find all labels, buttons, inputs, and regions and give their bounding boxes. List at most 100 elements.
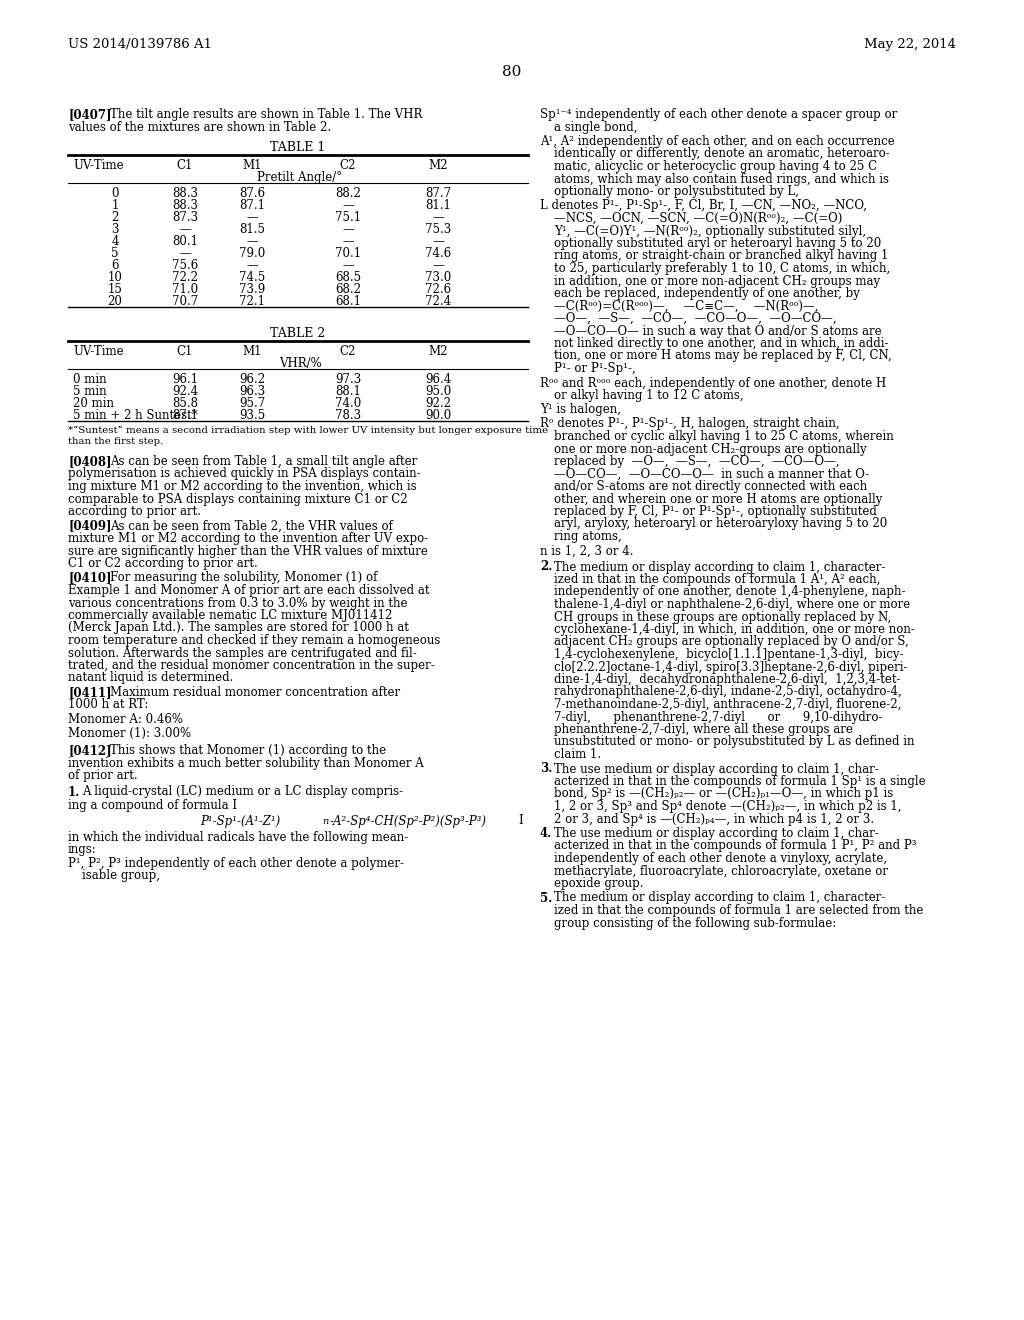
Text: 75.3: 75.3 [425, 223, 452, 236]
Text: P¹- or P¹-Sp¹-,: P¹- or P¹-Sp¹-, [554, 362, 636, 375]
Text: M2: M2 [428, 158, 447, 172]
Text: 5: 5 [112, 247, 119, 260]
Text: Example 1 and Monomer A of prior art are each dissolved at: Example 1 and Monomer A of prior art are… [68, 583, 429, 597]
Text: group consisting of the following sub-formulae:: group consisting of the following sub-fo… [554, 916, 837, 929]
Text: 1, 2 or 3, Sp³ and Sp⁴ denote —(CH₂)ₚ₂—, in which p2 is 1,: 1, 2 or 3, Sp³ and Sp⁴ denote —(CH₂)ₚ₂—,… [554, 800, 901, 813]
Text: 87.6: 87.6 [239, 187, 265, 201]
Text: clo[2.2.2]octane-1,4-diyl, spiro[3.3]heptane-2,6-diyl, piperi-: clo[2.2.2]octane-1,4-diyl, spiro[3.3]hep… [554, 660, 907, 673]
Text: or alkyl having 1 to 12 C atoms,: or alkyl having 1 to 12 C atoms, [554, 389, 743, 403]
Text: —: — [342, 259, 354, 272]
Text: 72.4: 72.4 [425, 294, 451, 308]
Text: independently of one another, denote 1,4-phenylene, naph-: independently of one another, denote 1,4… [554, 586, 905, 598]
Text: VHR/%: VHR/% [279, 356, 322, 370]
Text: —: — [432, 259, 443, 272]
Text: 78.3: 78.3 [335, 409, 361, 422]
Text: 93.5: 93.5 [239, 409, 265, 422]
Text: 75.1: 75.1 [335, 211, 361, 224]
Text: US 2014/0139786 A1: US 2014/0139786 A1 [68, 38, 212, 51]
Text: ing a compound of formula I: ing a compound of formula I [68, 799, 238, 812]
Text: 15: 15 [108, 282, 123, 296]
Text: I: I [518, 814, 523, 828]
Text: —NCS, —OCN, —SCN, —C(=O)N(Rᵒᵒ)₂, —C(=O): —NCS, —OCN, —SCN, —C(=O)N(Rᵒᵒ)₂, —C(=O) [554, 213, 843, 224]
Text: 2.: 2. [540, 561, 552, 573]
Text: sure are significantly higher than the VHR values of mixture: sure are significantly higher than the V… [68, 544, 428, 557]
Text: 4.: 4. [540, 828, 552, 840]
Text: 10: 10 [108, 271, 123, 284]
Text: 2 or 3, and Sp⁴ is —(CH₂)ₚ₄—, in which p4 is 1, 2 or 3.: 2 or 3, and Sp⁴ is —(CH₂)ₚ₄—, in which p… [554, 813, 874, 825]
Text: M1: M1 [243, 345, 262, 358]
Text: C2: C2 [340, 158, 356, 172]
Text: Monomer (1): 3.00%: Monomer (1): 3.00% [68, 727, 191, 741]
Text: each be replaced, independently of one another, by: each be replaced, independently of one a… [554, 286, 860, 300]
Text: and/or S-atoms are not directly connected with each: and/or S-atoms are not directly connecte… [554, 480, 867, 492]
Text: Rᵒ denotes P¹-, P¹-Sp¹-, H, halogen, straight chain,: Rᵒ denotes P¹-, P¹-Sp¹-, H, halogen, str… [540, 417, 840, 430]
Text: other, and wherein one or more H atoms are optionally: other, and wherein one or more H atoms a… [554, 492, 883, 506]
Text: 97.3: 97.3 [335, 374, 361, 385]
Text: 74.0: 74.0 [335, 397, 361, 411]
Text: 96.3: 96.3 [239, 385, 265, 399]
Text: 90.0: 90.0 [425, 409, 452, 422]
Text: 0: 0 [112, 187, 119, 201]
Text: 1.: 1. [68, 785, 80, 799]
Text: Maximum residual monomer concentration after: Maximum residual monomer concentration a… [110, 686, 400, 700]
Text: 72.1: 72.1 [239, 294, 265, 308]
Text: —: — [342, 199, 354, 213]
Text: 5.: 5. [540, 891, 552, 904]
Text: Y¹, —C(=O)Y¹, —N(Rᵒᵒ)₂, optionally substituted silyl,: Y¹, —C(=O)Y¹, —N(Rᵒᵒ)₂, optionally subst… [554, 224, 866, 238]
Text: according to prior art.: according to prior art. [68, 506, 201, 517]
Text: [0412]: [0412] [68, 744, 112, 756]
Text: 5 min + 2 h Suntest*: 5 min + 2 h Suntest* [73, 409, 198, 422]
Text: commercially available nematic LC mixture MJ011412: commercially available nematic LC mixtur… [68, 609, 392, 622]
Text: 68.5: 68.5 [335, 271, 361, 284]
Text: isable group,: isable group, [82, 870, 160, 883]
Text: L denotes P¹-, P¹-Sp¹-, F, Cl, Br, I, —CN, —NO₂, —NCO,: L denotes P¹-, P¹-Sp¹-, F, Cl, Br, I, —C… [540, 199, 867, 213]
Text: replaced by  —O—,  —S—,  —CO—,  —CO—O—,: replaced by —O—, —S—, —CO—, —CO—O—, [554, 455, 840, 469]
Text: ized in that the compounds of formula 1 are selected from the: ized in that the compounds of formula 1 … [554, 904, 924, 917]
Text: C1: C1 [177, 158, 194, 172]
Text: Monomer A: 0.46%: Monomer A: 0.46% [68, 713, 183, 726]
Text: May 22, 2014: May 22, 2014 [864, 38, 956, 51]
Text: 96.2: 96.2 [239, 374, 265, 385]
Text: matic, alicyclic or heterocyclic group having 4 to 25 C: matic, alicyclic or heterocyclic group h… [554, 160, 878, 173]
Text: TABLE 1: TABLE 1 [270, 141, 326, 154]
Text: various concentrations from 0.3 to 3.0% by weight in the: various concentrations from 0.3 to 3.0% … [68, 597, 408, 610]
Text: unsubstituted or mono- or polysubstituted by L as defined in: unsubstituted or mono- or polysubstitute… [554, 735, 914, 748]
Text: 74.5: 74.5 [239, 271, 265, 284]
Text: The use medium or display according to claim 1, char-: The use medium or display according to c… [554, 763, 879, 776]
Text: one or more non-adjacent CH₂-groups are optionally: one or more non-adjacent CH₂-groups are … [554, 442, 866, 455]
Text: thalene-1,4-diyl or naphthalene-2,6-diyl, where one or more: thalene-1,4-diyl or naphthalene-2,6-diyl… [554, 598, 910, 611]
Text: ing mixture M1 or M2 according to the invention, which is: ing mixture M1 or M2 according to the in… [68, 480, 417, 492]
Text: optionally mono- or polysubstituted by L,: optionally mono- or polysubstituted by L… [554, 185, 799, 198]
Text: —: — [246, 259, 258, 272]
Text: Rᵒᵒ and Rᵒᵒᵒ each, independently of one another, denote H: Rᵒᵒ and Rᵒᵒᵒ each, independently of one … [540, 376, 886, 389]
Text: methacrylate, fluoroacrylate, chloroacrylate, oxetane or: methacrylate, fluoroacrylate, chloroacry… [554, 865, 888, 878]
Text: Y¹ is halogen,: Y¹ is halogen, [540, 404, 621, 417]
Text: optionally substituted aryl or heteroaryl having 5 to 20: optionally substituted aryl or heteroary… [554, 238, 882, 249]
Text: 68.2: 68.2 [335, 282, 361, 296]
Text: a single bond,: a single bond, [554, 120, 638, 133]
Text: UV-Time: UV-Time [73, 158, 124, 172]
Text: 5 min: 5 min [73, 385, 106, 399]
Text: —: — [432, 211, 443, 224]
Text: dine-1,4-diyl,  decahydronaphthalene-2,6-diyl,  1,2,3,4-tet-: dine-1,4-diyl, decahydronaphthalene-2,6-… [554, 673, 900, 686]
Text: 68.1: 68.1 [335, 294, 361, 308]
Text: bond, Sp² is —(CH₂)ₚ₂— or —(CH₂)ₚ₁—O—, in which p1 is: bond, Sp² is —(CH₂)ₚ₂— or —(CH₂)ₚ₁—O—, i… [554, 788, 893, 800]
Text: -A²-Sp⁴-CH(Sp²-P²)(Sp³-P³): -A²-Sp⁴-CH(Sp²-P²)(Sp³-P³) [330, 814, 487, 828]
Text: Sp¹⁻⁴ independently of each other denote a spacer group or: Sp¹⁻⁴ independently of each other denote… [540, 108, 897, 121]
Text: invention exhibits a much better solubility than Monomer A: invention exhibits a much better solubil… [68, 756, 424, 770]
Text: tion, one or more H atoms may be replaced by F, Cl, CN,: tion, one or more H atoms may be replace… [554, 350, 892, 363]
Text: This shows that Monomer (1) according to the: This shows that Monomer (1) according to… [110, 744, 386, 756]
Text: 71.0: 71.0 [172, 282, 198, 296]
Text: M2: M2 [428, 345, 447, 358]
Text: of prior art.: of prior art. [68, 770, 137, 781]
Text: atoms, which may also contain fused rings, and which is: atoms, which may also contain fused ring… [554, 173, 889, 186]
Text: The tilt angle results are shown in Table 1. The VHR: The tilt angle results are shown in Tabl… [110, 108, 422, 121]
Text: C2: C2 [340, 345, 356, 358]
Text: than the first step.: than the first step. [68, 437, 164, 446]
Text: 73.9: 73.9 [239, 282, 265, 296]
Text: 88.1: 88.1 [335, 385, 360, 399]
Text: —O—CO—,  —O—CO—O—  in such a manner that O-: —O—CO—, —O—CO—O— in such a manner that O… [554, 467, 869, 480]
Text: 81.1: 81.1 [425, 199, 451, 213]
Text: comparable to PSA displays containing mixture C1 or C2: comparable to PSA displays containing mi… [68, 492, 408, 506]
Text: 7-diyl,      phenanthrene-2,7-diyl      or      9,10-dihydro-: 7-diyl, phenanthrene-2,7-diyl or 9,10-di… [554, 710, 883, 723]
